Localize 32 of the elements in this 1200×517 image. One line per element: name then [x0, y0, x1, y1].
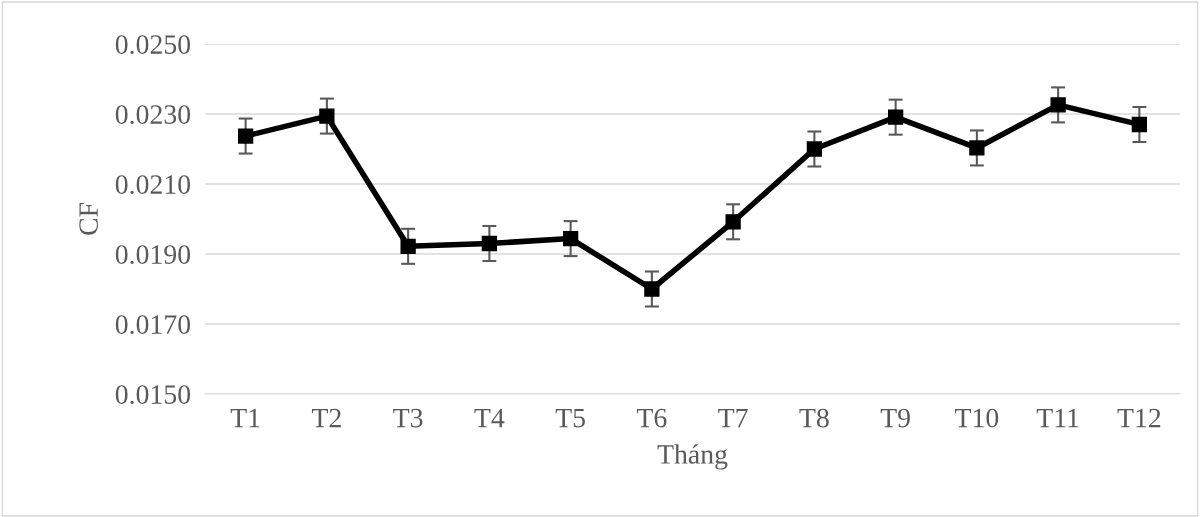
x-tick-label: T2	[311, 408, 341, 428]
point	[1131, 116, 1148, 133]
point	[725, 214, 741, 230]
y-tick-label: 0.0190	[115, 245, 191, 265]
x-tick-label: T3	[393, 408, 423, 428]
x-tick-label: T1	[230, 408, 260, 428]
x-tick-label: T10	[955, 408, 999, 428]
point	[887, 109, 904, 125]
point	[562, 230, 579, 247]
point	[1050, 97, 1066, 113]
x-tick-label: T8	[799, 408, 829, 428]
point	[806, 141, 823, 157]
point	[400, 238, 416, 254]
point	[969, 140, 985, 156]
x-axis-title: Tháng	[657, 444, 728, 470]
y-tick-label: 0.0250	[115, 35, 191, 55]
y-tick-label: 0.0230	[115, 105, 191, 125]
point	[644, 281, 660, 297]
point	[237, 128, 254, 144]
x-tick-label: T6	[636, 408, 667, 428]
x-tick-label: T11	[1036, 408, 1079, 428]
x-tick-label: T7	[718, 408, 748, 428]
x-tick-label: T12	[1117, 408, 1161, 428]
y-tick-label: 0.0170	[115, 315, 191, 335]
point	[319, 108, 335, 124]
y-tick-label: 0.0150	[115, 385, 191, 405]
y-axis-title: CF	[79, 203, 98, 235]
x-tick-label: T9	[880, 408, 910, 428]
point	[481, 235, 498, 252]
x-tick-label: T4	[474, 408, 505, 428]
x-tick-label: T5	[555, 408, 585, 428]
y-tick-label: 0.0210	[115, 175, 191, 195]
